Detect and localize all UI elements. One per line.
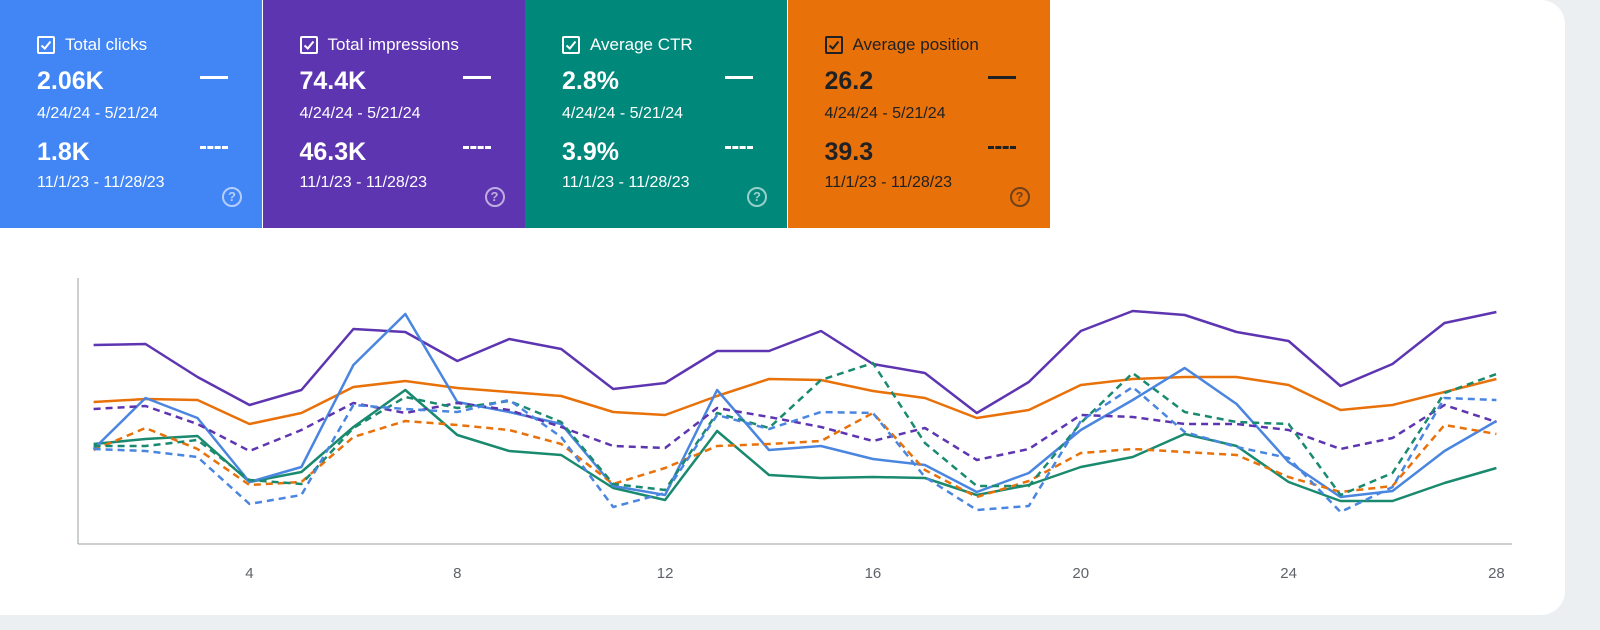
- previous-value: 46.3K: [299, 138, 367, 166]
- dashed-line: [93, 401, 1497, 462]
- solid-line-symbol: [200, 76, 228, 79]
- checkbox[interactable]: [562, 36, 580, 54]
- help-icon[interactable]: ?: [747, 187, 767, 207]
- help-icon[interactable]: ?: [222, 187, 242, 207]
- line: [93, 375, 1497, 426]
- solid-line-symbol: [725, 76, 753, 79]
- current-value: 2.06K: [37, 67, 104, 95]
- current-range: 4/24/24 - 5/21/24: [299, 105, 421, 122]
- x-tick-label: 28: [1488, 565, 1505, 582]
- metric-card[interactable]: Total impressions 74.4K 4/24/24 - 5/21/24 4…: [262, 0, 525, 228]
- help-icon[interactable]: ?: [484, 187, 505, 207]
- x-tick-label: 12: [657, 565, 674, 582]
- current-value: 74.4K: [299, 67, 367, 95]
- dashed-line-symbol: [200, 146, 228, 149]
- dashed-line-symbol: [987, 146, 1016, 149]
- solid-line-symbol: [462, 76, 491, 79]
- chart: 4 8 12 16 20 24 28: [77, 278, 1512, 582]
- solid-line-symbol: [987, 76, 1016, 79]
- metric-card[interactable]: Total clicks 2.06K 4/24/24 - 5/21/24 1.8K 11…: [0, 0, 262, 228]
- previous-value: 3.9%: [562, 138, 619, 166]
- previous-range: 11/1/23 - 11/28/23: [562, 174, 690, 191]
- previous-range: 11/1/23 - 11/28/23: [37, 174, 165, 191]
- panel: 4 8 12 16 20 24 28 Total clicks 2.06K 4/24/24 - …: [0, 0, 1565, 615]
- line: [93, 309, 1497, 415]
- x-tick-label: 20: [1072, 565, 1089, 582]
- previous-value: 1.8K: [37, 138, 90, 166]
- card-title: Average CTR: [590, 35, 693, 54]
- previous-range: 11/1/23 - 11/28/23: [299, 174, 428, 191]
- x-tick-label: 4: [245, 565, 253, 582]
- previous-value: 39.3: [824, 138, 874, 166]
- x-tick-label: 24: [1280, 565, 1297, 582]
- dashed-line-symbol: [462, 146, 491, 149]
- line: [93, 388, 1497, 503]
- card-title: Total impressions: [327, 35, 459, 54]
- line: [92, 312, 1498, 499]
- help-icon[interactable]: ?: [1009, 187, 1030, 207]
- card-title: Average position: [852, 35, 979, 54]
- metric-card[interactable]: Average position 26.2 4/24/24 - 5/21/24 39.…: [787, 0, 1050, 228]
- current-value: 2.8%: [562, 67, 619, 95]
- checkbox[interactable]: [824, 36, 843, 54]
- checkbox[interactable]: [37, 36, 55, 54]
- dashed-line: [93, 385, 1497, 514]
- previous-range: 11/1/23 - 11/28/23: [824, 174, 953, 191]
- current-range: 4/24/24 - 5/21/24: [824, 105, 946, 122]
- current-range: 4/24/24 - 5/21/24: [562, 105, 683, 122]
- checkbox[interactable]: [299, 36, 318, 54]
- dashed-line-symbol: [725, 146, 753, 149]
- x-tick-label: 8: [453, 565, 461, 582]
- card-title: Total clicks: [65, 35, 148, 54]
- dashed-line: [93, 411, 1497, 499]
- x-tick-label: 16: [865, 565, 882, 582]
- current-value: 26.2: [824, 67, 874, 95]
- current-range: 4/24/24 - 5/21/24: [37, 105, 158, 122]
- metric-card[interactable]: Average CTR 2.8% 4/24/24 - 5/21/24 3.9% 11/1…: [525, 0, 787, 228]
